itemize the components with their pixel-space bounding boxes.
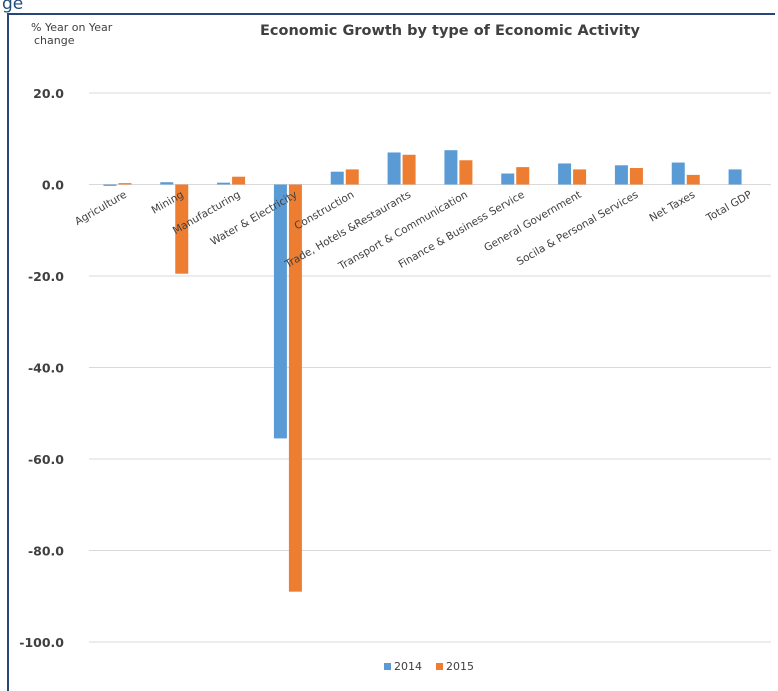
bar-2015: [175, 184, 189, 274]
bar-2015: [288, 184, 302, 592]
y-tick-label: -40.0: [28, 361, 64, 376]
bar-2014: [160, 182, 174, 185]
y-tick-label: -100.0: [19, 635, 64, 650]
y-tick-label: -80.0: [28, 544, 64, 559]
bars: [103, 150, 742, 592]
y-axis-label-line-1: % Year on Year: [31, 21, 113, 34]
y-tick-label: 20.0: [33, 86, 64, 101]
bar-2015: [232, 176, 246, 185]
bar-2014: [217, 182, 231, 185]
legend-label: 2015: [446, 660, 474, 673]
bar-2015: [686, 174, 700, 185]
bar-2014: [671, 162, 685, 185]
x-tick-label: General Government: [482, 189, 583, 254]
bar-2014: [444, 150, 458, 185]
x-tick-label: Net Taxes: [647, 189, 697, 225]
bar-2014: [614, 165, 628, 185]
legend-label: 2014: [394, 660, 422, 673]
bar-2014: [273, 184, 287, 439]
y-axis-label-line-2: change: [34, 34, 75, 47]
bar-2014: [558, 163, 572, 185]
x-tick-label: Agriculture: [73, 189, 129, 228]
bar-2015: [459, 160, 473, 185]
bar-2014: [330, 171, 344, 185]
bar-2015: [516, 167, 530, 185]
bar-chart: Economic Growth by type of Economic Acti…: [19, 21, 771, 673]
x-tick-label: Total GDP: [704, 189, 755, 225]
gridlines: [89, 92, 771, 643]
bar-2015: [573, 169, 587, 185]
bar-2014: [728, 169, 742, 185]
legend: 2014 2015: [384, 660, 474, 673]
y-tick-label: 0.0: [42, 178, 64, 193]
bar-2014: [387, 152, 401, 185]
bar-2015: [345, 169, 359, 185]
y-tick-label: -20.0: [28, 269, 64, 284]
bar-2015: [118, 183, 132, 185]
chart-frame: Economic Growth by type of Economic Acti…: [7, 13, 775, 691]
bar-2014: [103, 184, 117, 186]
y-axis-ticks: 20.0 0.0 -20.0 -40.0 -60.0 -80.0 -100.0: [19, 86, 64, 650]
legend-swatch: [436, 663, 443, 670]
bar-2015: [402, 154, 416, 185]
chart-title: Economic Growth by type of Economic Acti…: [260, 23, 641, 39]
partial-heading-text: ge: [2, 0, 24, 14]
legend-swatch: [384, 663, 391, 670]
bar-2014: [501, 173, 515, 185]
y-tick-label: -60.0: [28, 452, 64, 467]
bar-2015: [629, 168, 643, 185]
